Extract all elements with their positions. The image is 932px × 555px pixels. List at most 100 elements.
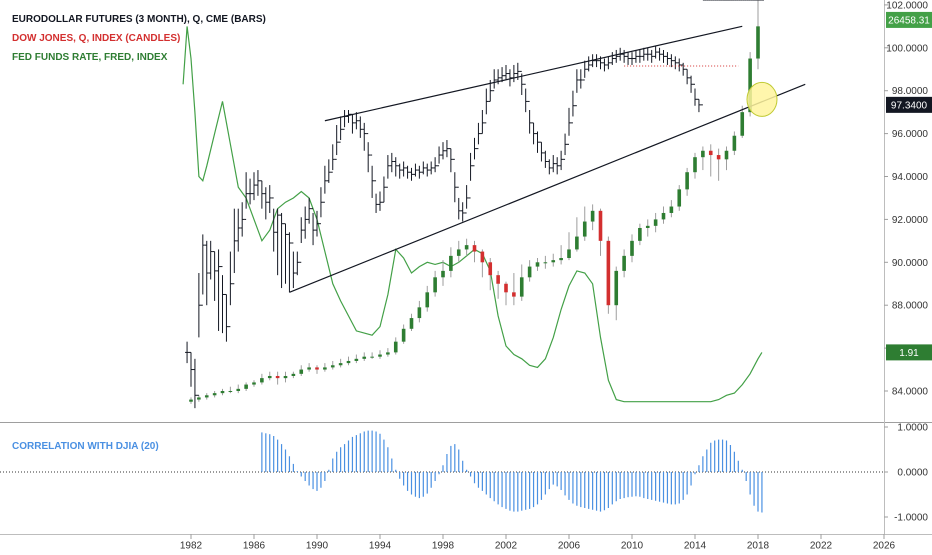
dow-candle-body [748,58,752,113]
dow-candle-body [701,150,705,158]
dow-candle-body [212,393,217,396]
x-tick-label: 1982 [180,540,203,550]
dow-candle-body [630,240,634,256]
dow-candle-body [393,341,398,353]
dow-candle-body [307,367,311,370]
dow-candle-body [433,277,437,293]
dow-candle-body [598,210,603,241]
dow-candle-body [575,236,579,250]
dow-candle-body [496,275,500,284]
dow-candle-body [582,221,587,237]
dow-candle-body [354,358,359,361]
dow-candle-body [299,369,304,374]
dow-candle-body [197,397,201,400]
dow-candle-body [653,219,658,226]
dow-candle-body [685,172,689,190]
dow-candle-body [252,382,256,385]
dow-candle-body [275,375,280,379]
badge-eurodollar-bg [886,96,932,113]
y-tick-label: 102.0000 [886,0,928,11]
dow-candle-body [449,255,453,271]
dow-candle-body [756,26,760,59]
x-tick-label: 2022 [810,540,833,550]
x-tick-label: 2014 [684,540,707,550]
dow-candle-body [260,378,264,383]
lower-trendline [289,83,806,293]
y-tick-label: 90.0000 [892,258,929,269]
highlight-circle [746,81,778,117]
correlation-layer [261,430,763,513]
dow-candle-body [386,352,390,355]
legend-fed[interactable]: FED FUNDS RATE, FRED, INDEX [12,52,168,63]
dow-candle-body [543,262,548,264]
y-tick-label: 84.0000 [892,387,929,398]
x-tick-label: 1994 [369,540,392,550]
dow-candle-body [606,240,611,306]
dow-candle-body [716,155,721,160]
badge-eurodollar: 97.3400 [891,100,928,111]
y-tick-label: 96.0000 [892,129,929,140]
dow-candle-body [535,262,540,267]
dow-candle-body [409,318,414,329]
dow-candle-body [283,375,288,379]
dow-candle-body [693,157,697,173]
eurodollar-bars-layer [185,0,764,409]
dow-candle-body [362,356,367,359]
y-tick-label: 94.0000 [892,172,929,183]
dow-candle-body [512,292,516,297]
dow-candle-body [590,210,595,222]
dow-candle-body [204,395,209,398]
dow-candle-body [724,150,729,160]
dow-candle-body [480,251,485,263]
dow-candle-body [732,135,737,151]
dow-candle-body [464,245,469,250]
badge-layer: 26458.31 97.3400 1.91 [886,11,932,361]
corr-tick-label: 1.0000 [897,423,928,434]
dow-candle-body [228,391,233,392]
dow-candle-body [220,391,225,394]
x-tick-label: 2018 [747,540,770,550]
y-tick-label: 98.0000 [892,86,929,97]
upper-trendline [324,25,743,122]
dow-candle-body [370,356,374,358]
dow-candle-body [472,245,477,252]
dow-candle-body [378,354,382,357]
dow-candle-body [645,225,650,228]
dow-candle-body [559,258,563,261]
dow-candle-body [236,388,241,391]
legend-dow[interactable]: DOW JONES, Q, INDEX (CANDLES) [12,33,181,44]
x-tick-label: 2006 [558,540,581,550]
corr-tick-label: -1.0000 [894,513,928,524]
dow-candle-body [488,262,493,276]
legend-eurodollar[interactable]: EURODOLLAR FUTURES (3 MONTH), Q, CME (BA… [12,14,266,25]
x-tick-label: 2010 [621,540,644,550]
dow-candle-body [519,277,524,297]
dow-candle-body [401,328,406,342]
y-tick-label: 88.0000 [892,301,929,312]
legend-correlation[interactable]: CORRELATION WITH DJIA (20) [12,441,159,452]
x-tick-label: 1986 [243,540,266,550]
dow-candle-body [669,206,674,213]
y-tick-label: 100.0000 [886,43,928,54]
dow-candles-layer [189,0,760,404]
dow-candle-body [527,266,532,278]
dow-candle-body [614,270,619,306]
dow-candle-body [708,150,713,156]
x-tick-label: 1998 [432,540,455,550]
dow-candle-body [638,227,642,241]
corr-tick-label: 0.0000 [897,468,928,479]
grid-layer [0,0,932,535]
dow-candle-body [338,363,343,366]
badge-dow-bg [886,11,932,28]
dow-candle-body [315,367,319,370]
dow-candle-body [244,384,248,389]
dow-candle-body [567,249,571,259]
badge-dow: 26458.31 [888,15,930,26]
annotation-layer [289,0,806,293]
x-tick-label: 2002 [495,540,518,550]
dow-candle-body [441,270,445,278]
dow-candle-body [323,367,327,370]
dow-candle-body [456,249,461,256]
dow-candle-body [661,212,666,220]
dow-candle-body [417,307,422,319]
